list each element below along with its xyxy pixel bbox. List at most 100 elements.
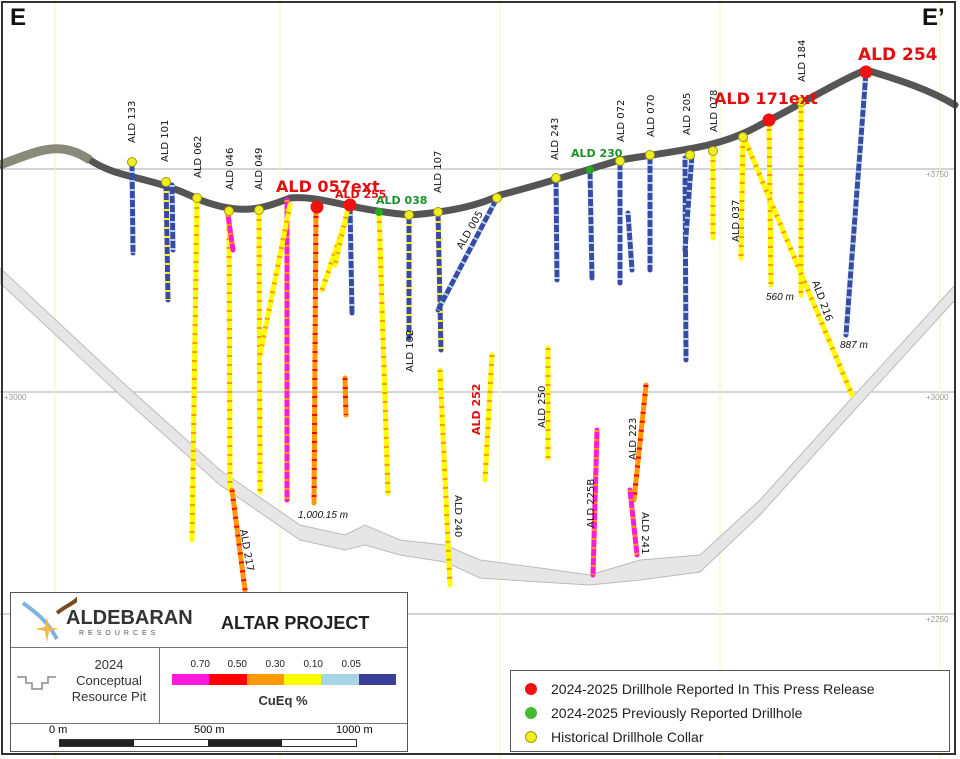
drillhole-collar-reported[interactable] [859,65,873,79]
elevation-label: +2250 [926,615,949,624]
drillhole-grade-interval [738,136,746,259]
drillhole-label: ALD 255 [335,188,386,201]
drillhole-label: ALD 254 [858,45,938,65]
drillhole-grade-interval [342,377,349,416]
drillhole-collar-reported[interactable] [310,200,324,214]
drillhole-label: ALD 046 [225,148,236,190]
drillhole-collar-historical[interactable] [127,157,137,167]
drillhole-depth-label: 887 m [840,340,868,351]
drillhole-collar-historical[interactable] [615,156,625,166]
pit-outline-icon [17,676,56,690]
legend-item-reported: 2024-2025 Drillhole Reported In This Pre… [511,677,949,701]
drillhole-collar-historical[interactable] [492,193,502,203]
section-start-label: E [10,4,27,31]
drillhole-label: ALD 062 [193,136,204,178]
drillhole-grade-interval [129,161,136,254]
drillhole-grade-interval [376,211,391,494]
drillhole-label: ALD 049 [254,148,265,190]
drillhole-collar-historical[interactable] [551,173,561,183]
drillhole-depth-label: 560 m [766,292,794,303]
drillhole-grade-interval [332,207,351,266]
legend-item-previous: 2024-2025 Previously Reported Drillhole [511,701,949,725]
drillhole-grade-interval [189,197,200,541]
grade-tick: 0.05 [341,659,361,670]
drillhole-label: ALD 252 [470,384,483,435]
section-end-label: E’ [922,4,945,31]
drillhole-label: ALD 223 [628,418,639,460]
drillhole-label: ALD 057ext [276,177,380,196]
drillhole-depth-label: 1,000.15 m [298,510,348,521]
pit-legend-line: Resource Pit [71,689,147,704]
drillhole-collar-historical[interactable] [161,177,171,187]
elevation-label: +3000 [926,393,949,402]
pit-legend-line: Conceptual [76,673,142,688]
grade-tick: 0.50 [227,659,247,670]
drillhole-collar-historical[interactable] [796,97,806,107]
drillhole-collar-historical[interactable] [224,206,234,216]
drillhole-label: ALD 250 [537,386,548,428]
drillhole-grade-interval [590,429,600,576]
drillhole-label: ALD 171ext [714,89,818,108]
drillhole-trace [682,151,695,253]
drillhole-label: ALD 072 [616,100,627,142]
pit-legend-year: 2024 [94,657,124,672]
drillhole-collar-historical[interactable] [645,150,655,160]
yellow-dot-icon [525,731,537,743]
drillhole-collar-historical[interactable] [685,150,695,160]
drillhole-label: ALD 038 [376,194,427,207]
drillhole-label: ALD 243 [550,118,561,160]
drillhole-label: ALD 184 [797,40,808,82]
drillhole-label: ALD 107 [433,151,444,193]
drillhole-grade-interval [169,184,176,251]
drillhole-collar-historical[interactable] [433,207,443,217]
drillhole-collar-reported[interactable] [762,113,776,127]
drillhole-collar-historical[interactable] [404,210,414,220]
drillhole-label: ALD 133 [127,101,138,143]
drillhole-trace [332,205,351,268]
drillhole-label: ALD 230 [571,147,623,160]
drillhole-trace [682,155,689,363]
legend-item-historical: Historical Drillhole Collar [511,725,949,749]
drillhole-trace [225,212,236,253]
company-name: ALDEBARAN [66,607,193,629]
drillhole-label: ALD 037 [731,200,742,242]
map-legend: 2024-2025 Drillhole Reported In This Pre… [510,670,950,752]
drillhole-grade-interval [625,212,635,271]
drillhole-collar-previous[interactable] [586,166,594,174]
drillhole-trace [482,352,495,483]
green-dot-icon [525,707,537,719]
scale-label: 1000 m [336,724,373,736]
elevation-label: +3000 [4,393,27,402]
title-block: ALDEBARAN RESOURCES ALTAR PROJECT 2024 C… [10,592,408,752]
drillhole-grade-interval [347,204,355,314]
drillhole-label: ALD 205 [682,93,693,135]
legend-label: Historical Drillhole Collar [551,729,704,745]
drillhole-label: ALD 101 [160,120,171,162]
drillhole-trace [435,209,444,353]
drillhole-grade-interval [226,210,233,491]
drillhole-label: ALD 225B [586,479,597,528]
drillhole-collar-historical[interactable] [738,132,748,142]
drillhole-collar-historical[interactable] [708,146,718,156]
drillhole-label: ALD 240 [452,495,463,537]
grade-unit: CuEq % [258,693,308,708]
drillhole-trace [229,487,248,593]
drillhole-label: ALD 241 [639,512,650,554]
drillhole-trace [843,69,869,338]
drillhole-trace [311,204,319,506]
drillhole-grade-interval [587,169,595,279]
red-dot-icon [525,683,537,695]
drillhole-label: ALD 078 [709,90,720,132]
drillhole-trace [376,209,391,496]
project-title: ALTAR PROJECT [221,613,370,633]
drillhole-grade-interval [435,196,500,312]
elevation-label: +3750 [926,170,949,179]
drillhole-collar-historical[interactable] [254,205,264,215]
drillhole-collar-previous[interactable] [375,208,383,216]
grade-color-scale: 0.70 0.50 0.30 0.10 0.05 CuEq % [159,647,407,724]
drillhole-label: ALD 070 [646,95,657,137]
drillhole-collar-reported[interactable] [343,198,357,212]
drillhole-collar-historical[interactable] [192,193,202,203]
scale-label: 500 m [194,724,225,736]
